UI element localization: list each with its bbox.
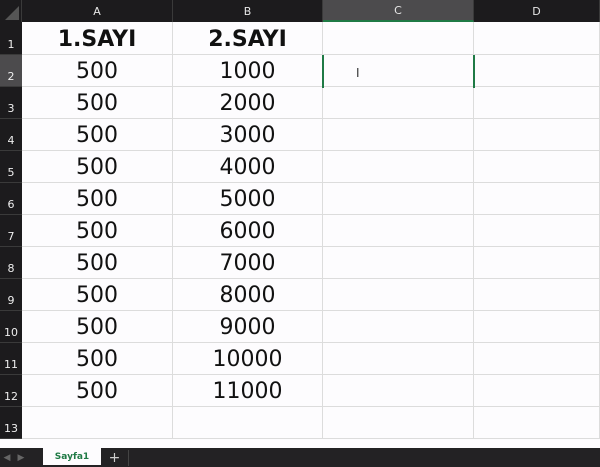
row-header-1[interactable]: 1	[0, 22, 22, 55]
row-header-8[interactable]: 8	[0, 247, 22, 279]
cell-b7[interactable]: 6000	[173, 215, 323, 247]
cell-d7[interactable]	[474, 215, 600, 247]
cell-c1[interactable]	[323, 22, 474, 55]
cell-b1[interactable]: 2.SAYI	[173, 22, 323, 55]
cell-a5[interactable]: 500	[22, 151, 173, 183]
cell-c13[interactable]	[323, 407, 474, 439]
cell-b6[interactable]: 5000	[173, 183, 323, 215]
cell-d4[interactable]	[474, 119, 600, 151]
cell-a10[interactable]: 500	[22, 311, 173, 343]
row-header-9[interactable]: 9	[0, 279, 22, 311]
cell-d11[interactable]	[474, 343, 600, 375]
cell-b13[interactable]	[173, 407, 323, 439]
cell-d6[interactable]	[474, 183, 600, 215]
add-sheet-button[interactable]: +	[101, 449, 129, 466]
cell-a8[interactable]: 500	[22, 247, 173, 279]
cell-b10[interactable]: 9000	[173, 311, 323, 343]
cell-d2[interactable]	[474, 55, 600, 87]
select-all-button[interactable]	[0, 0, 22, 22]
sheet-tab-sayfa1[interactable]: Sayfa1	[43, 448, 101, 465]
row-header-13[interactable]: 13	[0, 407, 22, 439]
cell-c11[interactable]	[323, 343, 474, 375]
cell-c3[interactable]	[323, 87, 474, 119]
row-header-6[interactable]: 6	[0, 183, 22, 215]
cell-b2[interactable]: 1000	[173, 55, 323, 87]
sheet-tab-bar: ◀ ▶ Sayfa1 +	[0, 448, 600, 467]
row-header-11[interactable]: 11	[0, 343, 22, 375]
cell-a9[interactable]: 500	[22, 279, 173, 311]
cell-c7[interactable]	[323, 215, 474, 247]
cell-a3[interactable]: 500	[22, 87, 173, 119]
column-header-c[interactable]: C	[323, 0, 474, 22]
cell-c6[interactable]	[323, 183, 474, 215]
cell-b4[interactable]: 3000	[173, 119, 323, 151]
cell-a12[interactable]: 500	[22, 375, 173, 407]
cell-b11[interactable]: 10000	[173, 343, 323, 375]
cell-a6[interactable]: 500	[22, 183, 173, 215]
row-header-12[interactable]: 12	[0, 375, 22, 407]
cell-b9[interactable]: 8000	[173, 279, 323, 311]
column-header-a[interactable]: A	[22, 0, 173, 22]
cell-d12[interactable]	[474, 375, 600, 407]
column-header-b[interactable]: B	[173, 0, 323, 22]
cell-a2[interactable]: 500	[22, 55, 173, 87]
cell-a7[interactable]: 500	[22, 215, 173, 247]
cell-c9[interactable]	[323, 279, 474, 311]
cell-d10[interactable]	[474, 311, 600, 343]
cell-d3[interactable]	[474, 87, 600, 119]
cell-d8[interactable]	[474, 247, 600, 279]
next-sheet-icon[interactable]: ▶	[17, 452, 25, 463]
column-header-d[interactable]: D	[474, 0, 600, 22]
row-header-3[interactable]: 3	[0, 87, 22, 119]
row-header-10[interactable]: 10	[0, 311, 22, 343]
prev-sheet-icon[interactable]: ◀	[3, 452, 11, 463]
cell-c12[interactable]	[323, 375, 474, 407]
cell-a1[interactable]: 1.SAYI	[22, 22, 173, 55]
text-cursor-icon: I	[356, 66, 360, 80]
cell-d5[interactable]	[474, 151, 600, 183]
selected-cell-c2[interactable]	[322, 55, 475, 88]
cell-c10[interactable]	[323, 311, 474, 343]
cell-a11[interactable]: 500	[22, 343, 173, 375]
cell-d9[interactable]	[474, 279, 600, 311]
cell-b5[interactable]: 4000	[173, 151, 323, 183]
cell-c5[interactable]	[323, 151, 474, 183]
cell-c8[interactable]	[323, 247, 474, 279]
cell-c4[interactable]	[323, 119, 474, 151]
row-header-5[interactable]: 5	[0, 151, 22, 183]
cell-d1[interactable]	[474, 22, 600, 55]
cell-a4[interactable]: 500	[22, 119, 173, 151]
cell-b3[interactable]: 2000	[173, 87, 323, 119]
cell-b8[interactable]: 7000	[173, 247, 323, 279]
row-header-2[interactable]: 2	[0, 55, 22, 87]
row-header-4[interactable]: 4	[0, 119, 22, 151]
cell-a13[interactable]	[22, 407, 173, 439]
cell-d13[interactable]	[474, 407, 600, 439]
cell-b12[interactable]: 11000	[173, 375, 323, 407]
row-header-7[interactable]: 7	[0, 215, 22, 247]
